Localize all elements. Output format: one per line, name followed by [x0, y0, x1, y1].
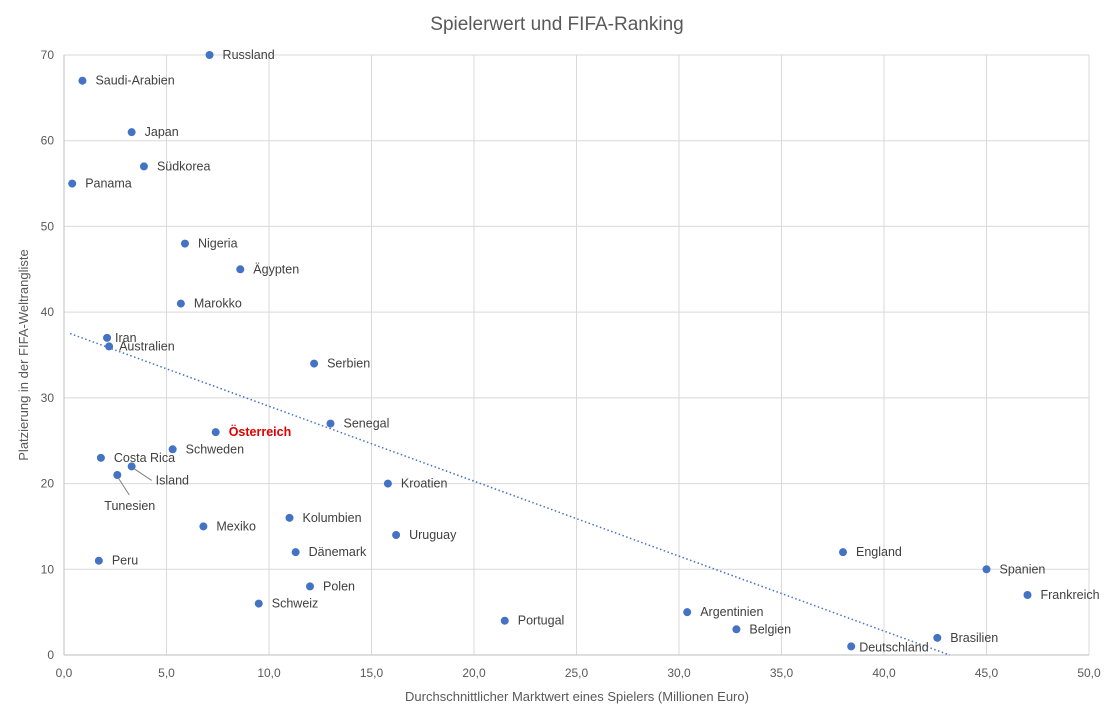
x-tick-label: 20,0: [462, 666, 486, 680]
data-point: [199, 522, 208, 531]
chart-title: Spielerwert und FIFA-Ranking: [430, 14, 683, 35]
x-tick-label: 0,0: [56, 666, 73, 680]
point-label: Marokko: [194, 297, 242, 311]
x-axis-label: Durchschnittlicher Marktwert eines Spiel…: [405, 689, 749, 704]
point-label: Argentinien: [700, 605, 763, 619]
point-label: Iran: [115, 331, 137, 345]
data-point: [254, 599, 263, 608]
data-point: [94, 556, 103, 565]
point-label: Saudi-Arabien: [95, 74, 174, 88]
y-axis-label: Platzierung in der FIFA-Weltrangliste: [16, 249, 31, 460]
data-point: [78, 76, 87, 85]
point-label: Portugal: [518, 614, 565, 628]
x-tick-label: 10,0: [257, 666, 281, 680]
point-label: Russland: [223, 48, 275, 62]
x-tick-label: 15,0: [360, 666, 384, 680]
x-tick-label: 5,0: [158, 666, 175, 680]
point-label: Nigeria: [198, 237, 238, 251]
point-label: Mexiko: [216, 519, 256, 533]
data-point: [205, 51, 214, 59]
data-point: [500, 616, 509, 625]
point-label: Schweden: [186, 442, 244, 456]
data-point: [847, 642, 856, 651]
point-label: Frankreich: [1041, 588, 1100, 602]
data-point: [1023, 591, 1032, 599]
data-point: [139, 162, 148, 171]
data-point: [96, 453, 105, 462]
data-point: [383, 479, 392, 488]
leader-line: [133, 468, 152, 481]
y-tick-label: 0: [47, 648, 54, 662]
point-label: Uruguay: [409, 528, 457, 542]
data-point: [211, 428, 220, 437]
data-point: [392, 531, 401, 539]
y-tick-label: 50: [41, 219, 55, 233]
point-label: Tunesien: [104, 499, 155, 513]
point-label: Peru: [112, 554, 138, 568]
point-label: Schweiz: [272, 597, 319, 611]
data-point: [285, 513, 294, 522]
point-label: Island: [156, 473, 189, 487]
point-label: Panama: [85, 177, 132, 191]
leader-line: [117, 477, 130, 496]
point-label: Serbien: [327, 357, 370, 371]
y-tick-label: 30: [41, 391, 55, 405]
point-label: Australien: [119, 339, 175, 353]
point-label: Polen: [323, 579, 355, 593]
point-label: Senegal: [344, 417, 390, 431]
point-label: Dänemark: [309, 545, 367, 559]
x-tick-label: 30,0: [667, 666, 691, 680]
x-tick-label: 40,0: [872, 666, 896, 680]
data-point: [982, 565, 991, 574]
point-label: Österreich: [229, 424, 292, 439]
data-point: [68, 179, 77, 188]
point-label: Spanien: [1000, 562, 1046, 576]
point-label: Kroatien: [401, 477, 448, 491]
axes: 0,0 5,0 10,0 15,0 20,0 25,0 30,0 35,0 40,0 45,0 50…: [41, 48, 1101, 680]
data-point: [113, 471, 122, 479]
data-point: [236, 265, 245, 274]
data-point: [683, 608, 692, 617]
point-label: Brasilien: [950, 631, 998, 645]
data-point: [310, 359, 319, 368]
data-point: [306, 582, 314, 591]
y-tick-label: 70: [41, 48, 55, 62]
data-point: [103, 333, 112, 342]
data-point: [127, 128, 136, 137]
data-point: [839, 548, 847, 557]
y-tick-label: 10: [41, 562, 55, 576]
point-label: Deutschland: [859, 640, 929, 654]
data-point: [105, 342, 114, 351]
data-point: [180, 239, 189, 248]
y-tick-label: 60: [41, 134, 55, 148]
y-tick-label: 20: [41, 477, 55, 491]
point-label: Japan: [145, 125, 179, 139]
point-label: Costa Rica: [114, 451, 175, 465]
data-points: Russland Saudi-Arabien Japan Südkorea Panama…: [68, 48, 1100, 654]
trendline-line: [69, 332, 950, 656]
point-label: Ägypten: [253, 262, 299, 276]
x-tick-label: 35,0: [770, 666, 794, 680]
point-label: England: [856, 545, 902, 559]
x-tick-label: 50,0: [1077, 666, 1101, 680]
data-point: [168, 445, 177, 454]
data-point: [732, 625, 741, 634]
data-point: [933, 633, 942, 642]
point-label: Kolumbien: [303, 511, 362, 525]
x-tick-label: 25,0: [565, 666, 589, 680]
y-tick-label: 40: [41, 305, 55, 319]
x-tick-label: 45,0: [975, 666, 999, 680]
data-point: [176, 299, 185, 308]
point-label: Südkorea: [157, 159, 211, 173]
data-point: [291, 548, 300, 557]
gridlines: [64, 54, 1090, 655]
data-point: [326, 419, 335, 428]
point-label: Belgien: [749, 622, 791, 636]
trendline: [69, 332, 950, 656]
